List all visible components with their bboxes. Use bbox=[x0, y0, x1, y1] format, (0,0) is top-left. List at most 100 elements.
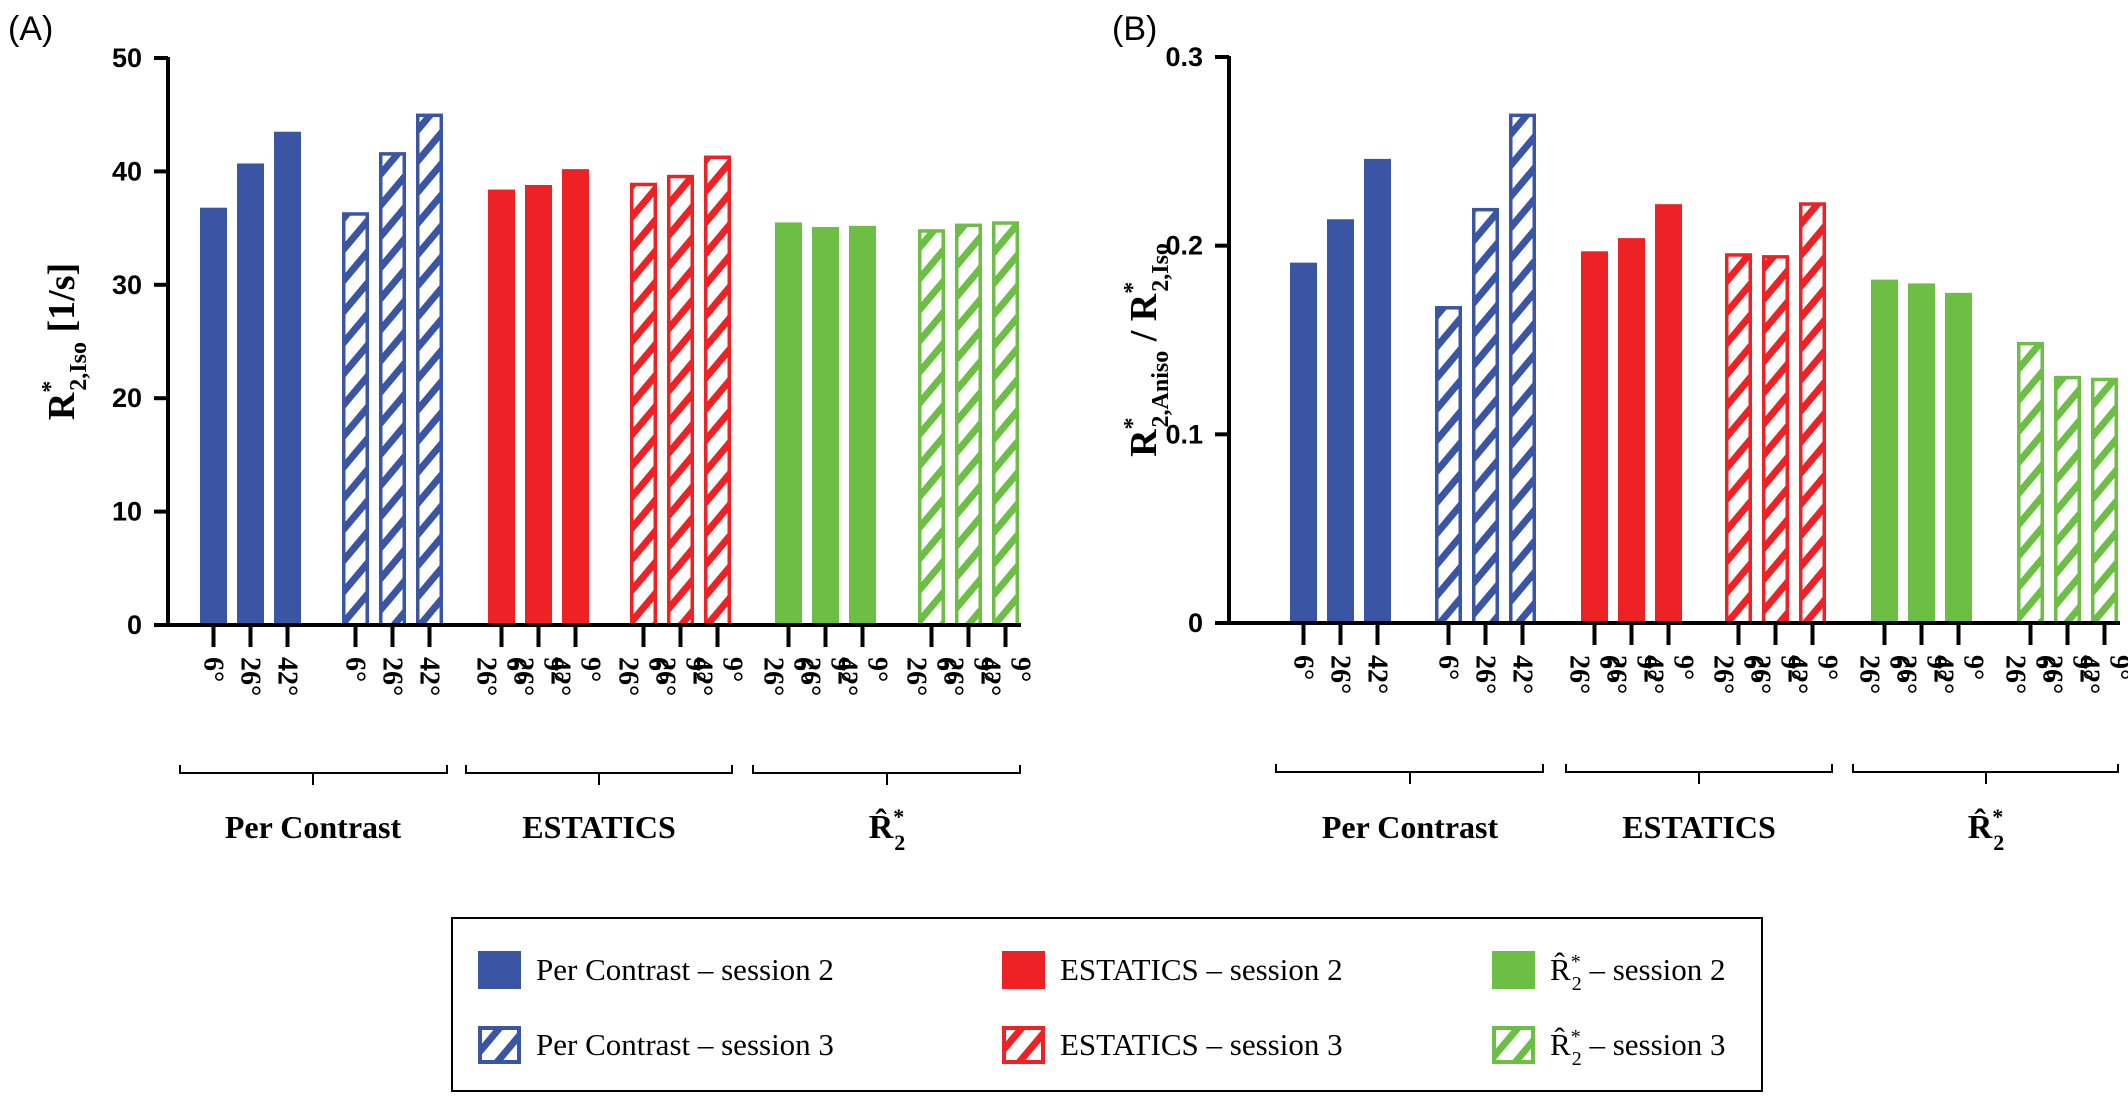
x-tick-text: 6° bbox=[2030, 655, 2061, 680]
x-tick-text: 26° bbox=[235, 657, 266, 696]
panel-label: (B) bbox=[1112, 10, 1157, 48]
group-bracket bbox=[465, 765, 733, 774]
bar bbox=[416, 113, 443, 627]
x-tick-label: 9°26° bbox=[650, 657, 711, 696]
x-tick-text: 26° bbox=[1891, 655, 1922, 694]
bar bbox=[992, 221, 1019, 627]
bar bbox=[1655, 204, 1682, 623]
x-tick-label: 9°26° bbox=[1891, 655, 1952, 694]
x-tick-text: 6° bbox=[198, 657, 229, 682]
x-tick-text: 42° bbox=[687, 657, 718, 696]
x-tick-text: 42° bbox=[1638, 655, 1669, 694]
y-tick-label: 20 bbox=[112, 383, 142, 413]
x-tick-label: 26° bbox=[235, 657, 266, 696]
x-tick-label: 6° bbox=[1288, 655, 1319, 680]
x-tick-label: 9°26° bbox=[1601, 655, 1662, 694]
group-label-r2hat: R̂* 2 bbox=[1968, 804, 2005, 855]
bar bbox=[849, 225, 876, 625]
bar bbox=[2091, 377, 2118, 625]
x-tick-text: 6° bbox=[931, 657, 962, 682]
legend-swatch bbox=[1492, 1026, 1535, 1064]
x-tick-label: 9°42° bbox=[1638, 655, 1699, 694]
x-tick-text: 26° bbox=[795, 657, 826, 696]
x-tick-label: 6° bbox=[198, 657, 229, 682]
x-tick-label: 42° bbox=[272, 657, 303, 696]
x-tick-label: 42° bbox=[1507, 655, 1538, 694]
bar bbox=[379, 152, 406, 627]
x-tick-label: 9°42° bbox=[1782, 655, 1843, 694]
x-tick-text: 9° bbox=[717, 657, 748, 682]
bar bbox=[562, 169, 589, 625]
y-tick-label: 0.3 bbox=[1165, 42, 1203, 72]
group-label-r2hat: R̂* 2 bbox=[869, 804, 906, 855]
x-tick-text: 42° bbox=[1928, 655, 1959, 694]
x-tick-text: 42° bbox=[832, 657, 863, 696]
group-bracket bbox=[1275, 764, 1544, 773]
bar bbox=[918, 229, 945, 627]
bar bbox=[1364, 158, 1391, 623]
legend-label: ESTATICS – session 3 bbox=[1060, 1027, 1343, 1062]
y-tick-label: 30 bbox=[112, 270, 142, 300]
legend-label: Per Contrast – session 2 bbox=[536, 952, 834, 987]
x-tick-label: 6°26° bbox=[1854, 655, 1915, 694]
group-label: ESTATICS bbox=[522, 809, 676, 845]
bar bbox=[274, 131, 301, 625]
bar bbox=[2054, 375, 2081, 625]
bar bbox=[812, 226, 839, 625]
x-tick-label: 9°42° bbox=[545, 657, 606, 696]
x-tick-text: 6° bbox=[1433, 655, 1464, 680]
x-tick-text: 26° bbox=[1470, 655, 1501, 694]
x-tick-text: 26° bbox=[758, 657, 789, 696]
x-tick-label: 6°26° bbox=[471, 657, 532, 696]
y-axis-title: R*2,Aniso / R*2,Iso bbox=[1120, 243, 1174, 457]
x-tick-text: 26° bbox=[1564, 655, 1595, 694]
legend-label: ESTATICS – session 2 bbox=[1060, 952, 1343, 987]
legend-swatch bbox=[1002, 951, 1045, 989]
x-tick-text: 42° bbox=[1507, 655, 1538, 694]
bar bbox=[775, 222, 802, 625]
x-tick-label: 26° bbox=[377, 657, 408, 696]
x-tick-text: 9° bbox=[1921, 655, 1952, 680]
group-label: ESTATICS bbox=[1622, 809, 1776, 845]
x-tick-text: 9° bbox=[2104, 655, 2128, 680]
legend-label: Per Contrast – session 3 bbox=[536, 1027, 834, 1062]
group-bracket bbox=[179, 765, 448, 774]
x-tick-text: 42° bbox=[2074, 655, 2105, 694]
x-tick-label: 6°26° bbox=[1564, 655, 1625, 694]
x-tick-label: 9°42° bbox=[1928, 655, 1989, 694]
x-tick-text: 42° bbox=[975, 657, 1006, 696]
x-tick-text: 26° bbox=[471, 657, 502, 696]
x-tick-text: 9° bbox=[968, 657, 999, 682]
x-tick-label: 6° bbox=[1433, 655, 1464, 680]
x-tick-text: 26° bbox=[938, 657, 969, 696]
x-tick-text: 9° bbox=[1668, 655, 1699, 680]
x-tick-text: 9° bbox=[1958, 655, 1989, 680]
y-tick-label: 0 bbox=[127, 610, 142, 640]
bar bbox=[1762, 255, 1789, 625]
x-tick-text: 26° bbox=[2037, 655, 2068, 694]
x-tick-text: 6° bbox=[1594, 655, 1625, 680]
x-tick-text: 6° bbox=[1884, 655, 1915, 680]
legend-label: R̂* 2 – session 3 bbox=[1550, 1026, 1726, 1070]
x-tick-label: 9°26° bbox=[2037, 655, 2098, 694]
x-tick-label: 6°26° bbox=[1708, 655, 1769, 694]
bar bbox=[1581, 251, 1608, 623]
x-tick-text: 6° bbox=[643, 657, 674, 682]
legend-swatch bbox=[478, 1026, 521, 1064]
legend: Per Contrast – session 2 Per Contrast – s… bbox=[451, 917, 1763, 1092]
bar bbox=[1435, 306, 1462, 625]
x-tick-label: 6°26° bbox=[758, 657, 819, 696]
x-tick-label: 9°26° bbox=[938, 657, 999, 696]
bar bbox=[630, 182, 657, 627]
x-tick-text: 9° bbox=[1631, 655, 1662, 680]
bar bbox=[1725, 253, 1752, 625]
x-tick-text: 42° bbox=[1782, 655, 1813, 694]
x-tick-text: 26° bbox=[377, 657, 408, 696]
x-tick-text: 26° bbox=[508, 657, 539, 696]
bar bbox=[1908, 283, 1935, 623]
legend-swatch bbox=[1002, 1026, 1045, 1064]
x-tick-text: 42° bbox=[272, 657, 303, 696]
x-tick-text: 9° bbox=[538, 657, 569, 682]
